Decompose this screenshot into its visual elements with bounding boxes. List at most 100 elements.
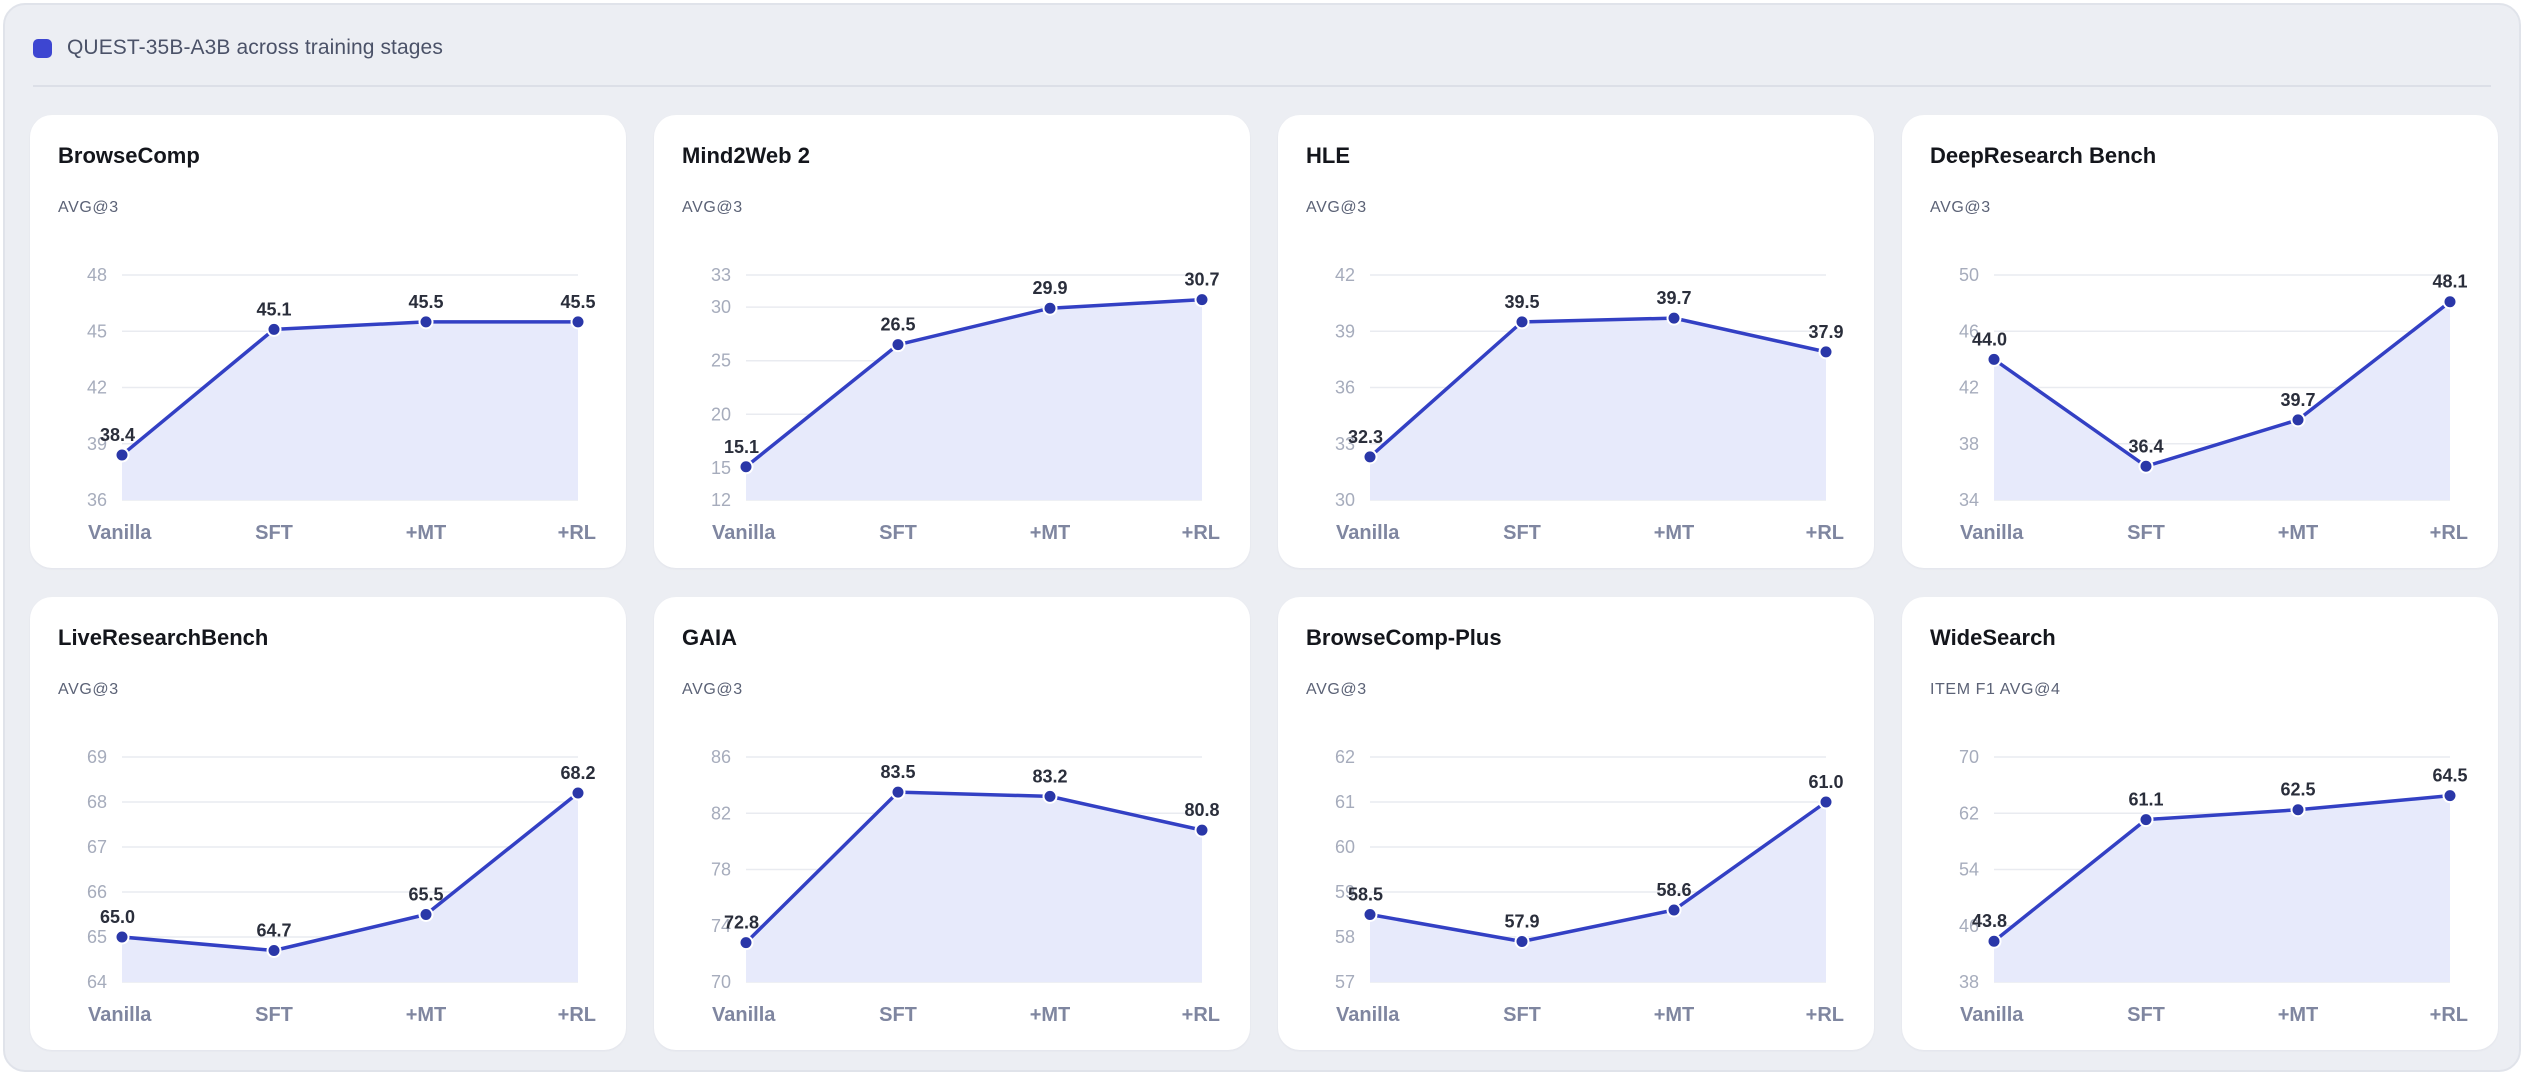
data-point	[1986, 933, 2002, 949]
chart-metric-label: AVG@3	[1930, 199, 1991, 216]
data-point	[738, 935, 754, 951]
data-point	[266, 321, 282, 337]
y-tick-label: 42	[87, 378, 107, 398]
data-label: 37.9	[1808, 322, 1843, 342]
y-tick-label: 48	[87, 265, 107, 285]
area-fill	[122, 793, 578, 982]
data-point	[266, 943, 282, 958]
y-tick-label: 50	[1959, 265, 1979, 285]
x-tick-label: Vanilla	[712, 1004, 776, 1026]
x-tick-label: +MT	[2278, 522, 2319, 544]
data-point	[890, 337, 906, 353]
chart-card-deepresearch-bench: DeepResearch Bench AVG@3 34 38 42 46 50 44.0 36.…	[1902, 115, 2498, 568]
y-tick-label: 42	[1335, 265, 1355, 285]
y-tick-label: 62	[1959, 803, 1979, 823]
data-point	[1194, 822, 1210, 838]
area-fill	[1370, 802, 1826, 982]
line-chart: 12 15 20 25 30 33 15.1 26.5 29.9 30.7 Vanilla SFT +M…	[711, 265, 1220, 544]
area-fill	[122, 321, 578, 500]
x-tick-label: +RL	[2430, 1004, 2468, 1026]
y-tick-label: 70	[1959, 747, 1979, 767]
y-tick-label: 25	[711, 351, 731, 371]
data-point	[1194, 292, 1210, 308]
chart-card-gaia: GAIA AVG@3 70 74 78 82 86 72.8 83.5 83.2 80.8 Vanil…	[654, 597, 1250, 1050]
x-tick-label: Vanilla	[1960, 1004, 2024, 1026]
chart-title: DeepResearch Bench	[1930, 143, 2157, 168]
y-tick-label: 61	[1335, 792, 1355, 812]
x-tick-label: SFT	[1503, 522, 1541, 544]
data-label: 39.5	[1504, 292, 1539, 312]
y-tick-label: 60	[1335, 837, 1355, 857]
data-point	[2138, 812, 2154, 828]
y-tick-label: 33	[1335, 434, 1355, 454]
chart-card-widesearch: WideSearch ITEM F1 AVG@4 38 46 54 62 70 43.8 61.…	[1902, 597, 2498, 1050]
chart-metric-label: AVG@3	[682, 681, 743, 698]
x-tick-label: Vanilla	[1960, 522, 2024, 544]
y-tick-label: 33	[711, 265, 731, 285]
x-tick-label: Vanilla	[1336, 1004, 1400, 1026]
series-line	[1368, 316, 1828, 459]
x-tick-label: Vanilla	[88, 1004, 152, 1026]
y-tick-label: 65	[87, 927, 107, 947]
y-tick-label: 86	[711, 747, 731, 767]
data-label: 64.7	[256, 921, 291, 941]
x-tick-label: Vanilla	[712, 522, 776, 544]
y-tick-label: 34	[1959, 490, 1979, 510]
data-point	[2290, 802, 2306, 818]
data-label: 38.4	[100, 425, 135, 445]
data-label: 29.9	[1032, 278, 1067, 298]
chart-card-mind2web-2: Mind2Web 2 AVG@3 12 15 20 25 30 33 15.1 26.5 29.9 3…	[654, 115, 1250, 568]
series-line	[120, 320, 580, 457]
chart-card-browsecomp: BrowseComp AVG@3 36 39 42 45 48 38.4 45.1 45.5 45.…	[30, 115, 626, 568]
data-label: 15.1	[724, 437, 759, 457]
y-tick-label: 30	[1335, 490, 1355, 510]
data-point	[114, 447, 130, 463]
chart-metric-label: ITEM F1 AVG@4	[1930, 681, 2061, 698]
y-tick-label: 30	[711, 297, 731, 317]
chart-title: GAIA	[682, 625, 737, 650]
data-label: 43.8	[1972, 911, 2007, 931]
y-tick-label: 57	[1335, 972, 1355, 992]
y-tick-label: 20	[711, 404, 731, 424]
data-label: 57.9	[1504, 912, 1539, 932]
data-label: 44.0	[1972, 329, 2007, 349]
y-tick-label: 82	[711, 803, 731, 823]
y-tick-label: 42	[1959, 378, 1979, 398]
chart-metric-label: AVG@3	[1306, 681, 1367, 698]
chart-card-liveresearchbench: LiveResearchBench AVG@3 64 65 66 67 68 69 65.0 64…	[30, 597, 626, 1050]
data-point	[1514, 314, 1530, 330]
data-point	[1986, 351, 2002, 367]
chart-metric-label: AVG@3	[682, 199, 743, 216]
data-point	[1362, 907, 1378, 922]
y-tick-label: 68	[87, 792, 107, 812]
series-line	[1368, 800, 1828, 944]
data-point	[114, 929, 130, 945]
y-tick-label: 39	[1335, 321, 1355, 341]
y-tick-label: 15	[711, 458, 731, 478]
y-tick-label: 54	[1959, 860, 1979, 880]
data-label: 26.5	[880, 315, 915, 335]
data-point	[1514, 934, 1530, 949]
y-tick-label: 46	[1959, 916, 1979, 936]
data-point	[1666, 902, 1682, 918]
chart-title: BrowseComp	[58, 143, 200, 168]
data-label: 39.7	[2280, 390, 2315, 410]
data-label: 45.5	[408, 292, 443, 312]
y-tick-label: 38	[1959, 972, 1979, 992]
data-label: 83.5	[880, 762, 915, 782]
x-tick-label: Vanilla	[88, 522, 152, 544]
data-label: 65.5	[408, 885, 443, 905]
area-fill	[1994, 301, 2450, 500]
series-line	[120, 791, 580, 953]
y-tick-label: 38	[1959, 434, 1979, 454]
panel-title: QUEST-35B-A3B across training stages	[67, 36, 443, 59]
chart-card-browsecomp-plus: BrowseComp-Plus AVG@3 57 58 59 60 61 62 58.5 57.9…	[1278, 597, 1874, 1050]
y-tick-label: 62	[1335, 747, 1355, 767]
y-tick-label: 46	[1959, 321, 1979, 341]
area-fill	[746, 299, 1202, 500]
line-chart: 38 46 54 62 70 43.8 61.1 62.5 64.5 Vanilla SFT +MT +…	[1959, 747, 2468, 1026]
y-tick-label: 36	[87, 490, 107, 510]
y-tick-label: 74	[711, 916, 731, 936]
chart-metric-label: AVG@3	[58, 199, 119, 216]
series-line	[744, 297, 1204, 469]
